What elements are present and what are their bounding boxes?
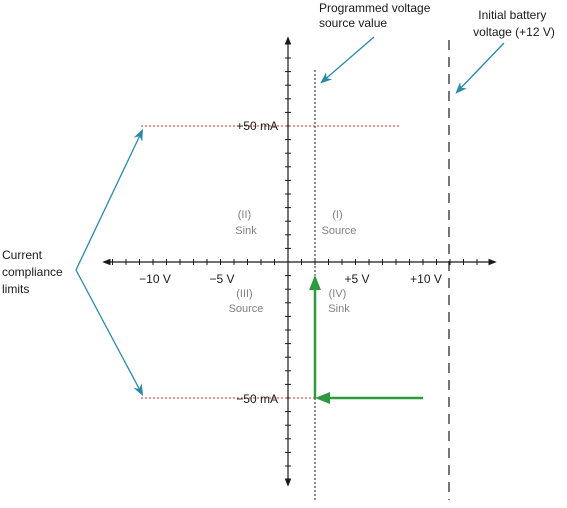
battery-voltage-annotation: Initial battery voltage (+12 V): [473, 8, 555, 39]
programmed-voltage-annotation: Programmed voltage source value: [319, 1, 434, 30]
compliance-callout-arrow-upper: [75, 128, 144, 271]
x-tick-label: −5 V: [209, 272, 234, 286]
battery-voltage-callout-arrow: [455, 42, 505, 94]
x-tick-label: −10 V: [139, 272, 171, 286]
y-tick-marks: [285, 57, 291, 467]
y-label-plus-50ma: +50 mA: [236, 119, 278, 133]
y-label-minus-50ma: −50 mA: [236, 392, 278, 406]
quadrant-label-iv: (IV) Sink: [328, 288, 350, 315]
x-tick-label: +10 V: [410, 272, 442, 286]
programmed-voltage-callout-arrow: [320, 36, 375, 84]
quadrant-label-iii: (III) Source: [229, 288, 264, 315]
quadrant-label-ii: (II) Sink: [235, 209, 257, 237]
x-tick-label: +5 V: [344, 272, 369, 286]
current-compliance-annotation: Current compliance limits: [2, 248, 66, 296]
x-tick-marks: [112, 259, 478, 265]
quadrant-label-i: (I) Source: [322, 209, 357, 237]
compliance-callout-arrow-lower: [75, 269, 144, 397]
